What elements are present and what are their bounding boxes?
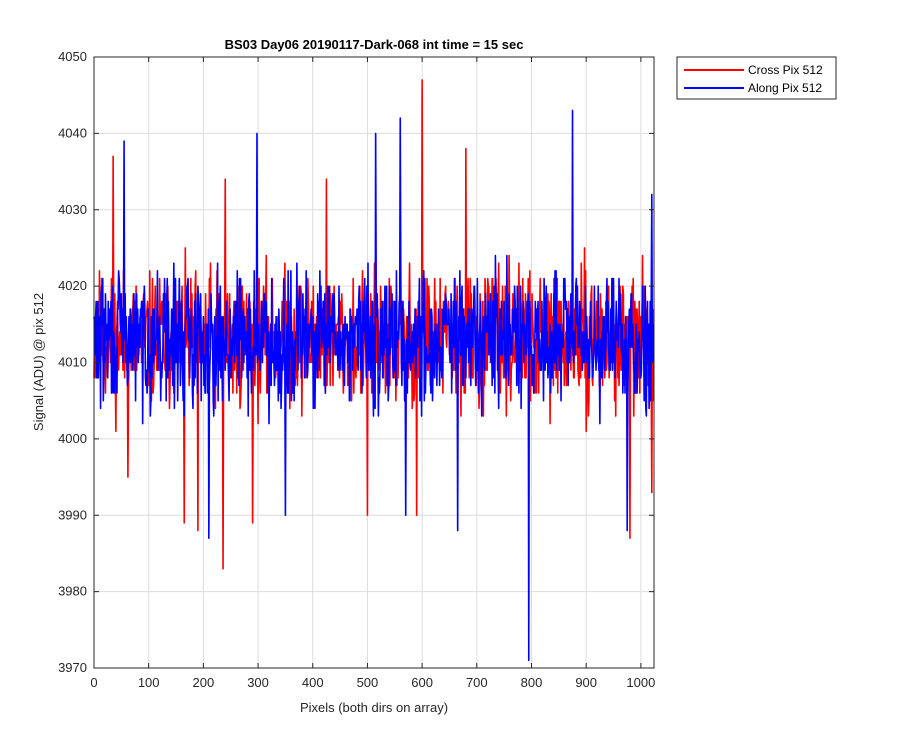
x-tick-label: 500 — [357, 675, 379, 690]
x-tick-label: 700 — [466, 675, 488, 690]
y-tick-label: 4030 — [58, 202, 87, 217]
plot-area: 0 100 200 300 400 500 600 700 800 900 1000 3970 3980… — [58, 49, 655, 690]
x-tick-label: 800 — [521, 675, 543, 690]
y-tick-label: 3990 — [58, 507, 87, 522]
ticks: 0 100 200 300 400 500 600 700 800 900 1000 3970 3980… — [58, 49, 655, 690]
y-tick-label: 4010 — [58, 355, 87, 370]
x-tick-label: 900 — [575, 675, 597, 690]
y-tick-label: 4050 — [58, 49, 87, 64]
x-tick-label: 100 — [138, 675, 160, 690]
legend-box — [676, 56, 837, 100]
legend: Cross Pix 512 Along Pix 512 — [676, 56, 837, 100]
y-tick-label: 4020 — [58, 278, 87, 293]
y-axis-label: Signal (ADU) @ pix 512 — [31, 293, 46, 431]
y-tick-label: 4000 — [58, 431, 87, 446]
y-tick-label: 4040 — [58, 125, 87, 140]
y-tick-label: 3970 — [58, 660, 87, 675]
x-tick-label: 0 — [90, 675, 97, 690]
chart-title: BS03 Day06 20190117-Dark-068 int time = … — [225, 37, 524, 52]
x-tick-label: 1000 — [626, 675, 655, 690]
y-tick-label: 3980 — [58, 584, 87, 599]
x-tick-label: 300 — [247, 675, 269, 690]
series-group — [93, 79, 655, 662]
x-tick-label: 600 — [411, 675, 433, 690]
x-tick-label: 200 — [193, 675, 215, 690]
legend-label-cross: Cross Pix 512 — [748, 63, 823, 77]
legend-label-along: Along Pix 512 — [748, 81, 822, 95]
x-axis-label: Pixels (both dirs on array) — [300, 700, 448, 715]
series-line-along-pix-512 — [93, 109, 655, 662]
x-tick-label: 400 — [302, 675, 324, 690]
